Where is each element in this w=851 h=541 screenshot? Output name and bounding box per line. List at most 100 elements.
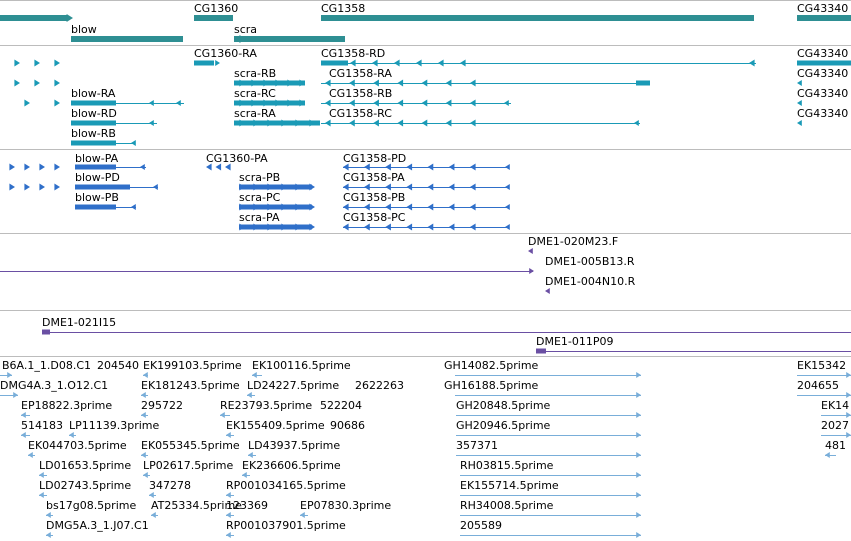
est-glyph[interactable] <box>226 512 231 518</box>
est-label[interactable]: EP18822.3prime <box>21 399 113 412</box>
protein-glyph[interactable] <box>343 223 349 231</box>
transcript-glyph[interactable] <box>234 120 320 126</box>
gene-label[interactable]: blow <box>71 23 97 36</box>
transcript-glyph[interactable] <box>470 119 476 127</box>
protein-glyph[interactable] <box>253 223 259 231</box>
est-glyph[interactable] <box>149 492 154 498</box>
transcript-label[interactable]: CG1358-RB <box>329 87 393 100</box>
protein-glyph[interactable] <box>406 163 413 171</box>
transcript-glyph[interactable] <box>438 59 444 67</box>
est-label[interactable]: DMG5A.3_1.J07.C1 <box>46 519 149 532</box>
gene-label[interactable]: CG1358 <box>321 2 366 15</box>
protein-glyph[interactable] <box>364 223 370 231</box>
gene-glyph[interactable] <box>797 15 851 21</box>
est-glyph[interactable] <box>141 412 146 418</box>
protein-glyph[interactable] <box>295 203 301 211</box>
transcript-glyph[interactable] <box>421 79 428 87</box>
gene-glyph[interactable] <box>66 14 73 22</box>
transcript-label[interactable]: CG43340 <box>797 87 849 100</box>
transcript-glyph[interactable] <box>416 59 422 67</box>
protein-glyph[interactable] <box>427 183 434 191</box>
est-glyph[interactable] <box>220 412 225 418</box>
clone-glyph[interactable] <box>545 288 550 294</box>
transcript-glyph[interactable] <box>34 79 40 87</box>
protein-glyph[interactable] <box>54 163 60 171</box>
est-label[interactable]: 205589 <box>460 519 502 532</box>
transcript-glyph[interactable] <box>253 119 259 127</box>
gene-glyph[interactable] <box>234 36 345 42</box>
est-label[interactable]: 357371 <box>456 439 498 452</box>
transcript-glyph[interactable] <box>445 99 452 107</box>
est-label[interactable]: DMG4A.3_1.O12.C1 <box>0 379 109 392</box>
transcript-glyph[interactable] <box>749 59 755 67</box>
transcript-glyph[interactable] <box>215 60 220 66</box>
transcript-glyph[interactable] <box>263 99 269 107</box>
protein-glyph[interactable] <box>206 163 212 171</box>
transcript-label[interactable]: blow-RA <box>71 87 116 100</box>
est-label[interactable]: 123369 <box>226 499 268 512</box>
est-glyph[interactable] <box>636 472 641 478</box>
est-label[interactable]: AT25334.5prime <box>151 499 242 512</box>
est-glyph[interactable] <box>21 412 26 418</box>
transcript-glyph[interactable] <box>397 119 404 127</box>
protein-glyph[interactable] <box>153 184 158 190</box>
est-label[interactable]: LD01653.5prime <box>39 459 132 472</box>
protein-glyph[interactable] <box>267 223 273 231</box>
est-glyph[interactable] <box>248 452 253 458</box>
est-label[interactable]: 295722 <box>141 399 183 412</box>
protein-glyph[interactable] <box>295 223 301 231</box>
protein-glyph[interactable] <box>267 203 273 211</box>
transcript-glyph[interactable] <box>421 99 428 107</box>
est-label[interactable]: 90686 <box>330 419 365 432</box>
protein-glyph[interactable] <box>267 183 273 191</box>
transcript-glyph[interactable] <box>373 119 379 127</box>
protein-glyph[interactable] <box>427 163 434 171</box>
est-glyph[interactable] <box>636 492 641 498</box>
transcript-glyph[interactable] <box>325 79 331 87</box>
est-glyph[interactable] <box>141 452 146 458</box>
est-label[interactable]: GH20848.5prime <box>456 399 551 412</box>
est-glyph[interactable] <box>226 492 231 498</box>
transcript-glyph[interactable] <box>275 79 281 87</box>
est-glyph[interactable] <box>13 392 18 398</box>
transcript-glyph[interactable] <box>251 99 257 107</box>
protein-label[interactable]: CG1358-PB <box>343 191 406 204</box>
clone-label[interactable]: DME1-011P09 <box>536 335 614 348</box>
est-glyph[interactable] <box>846 372 851 378</box>
est-glyph[interactable] <box>846 412 851 418</box>
transcript-glyph[interactable] <box>54 99 60 107</box>
est-label[interactable]: 2622263 <box>355 379 404 392</box>
transcript-glyph[interactable] <box>397 79 404 87</box>
est-glyph[interactable] <box>846 432 851 438</box>
protein-glyph[interactable] <box>253 203 259 211</box>
est-label[interactable]: LD02743.5prime <box>39 479 132 492</box>
est-label[interactable]: GH14082.5prime <box>444 359 539 372</box>
est-label[interactable]: RP001034165.5prime <box>226 479 346 492</box>
protein-glyph[interactable] <box>39 183 45 191</box>
transcript-label[interactable]: CG1358-RC <box>329 107 392 120</box>
transcript-glyph[interactable] <box>460 59 466 67</box>
transcript-glyph[interactable] <box>251 79 257 87</box>
protein-glyph[interactable] <box>215 163 222 171</box>
protein-glyph[interactable] <box>364 183 370 191</box>
protein-glyph[interactable] <box>295 183 301 191</box>
transcript-glyph[interactable] <box>309 119 315 127</box>
protein-glyph[interactable] <box>470 203 476 211</box>
est-label[interactable]: B6A.1_1.D08.C1 <box>2 359 92 372</box>
est-label[interactable]: EK181243.5prime <box>141 379 240 392</box>
protein-glyph[interactable] <box>406 203 413 211</box>
transcript-label[interactable]: scra-RB <box>234 67 277 80</box>
protein-glyph[interactable] <box>24 183 30 191</box>
est-label[interactable]: RP001037901.5prime <box>226 519 346 532</box>
protein-label[interactable]: scra-PC <box>239 191 281 204</box>
protein-glyph[interactable] <box>427 203 434 211</box>
est-glyph[interactable] <box>247 392 252 398</box>
protein-glyph[interactable] <box>448 203 455 211</box>
transcript-glyph[interactable] <box>445 119 452 127</box>
protein-glyph[interactable] <box>281 203 287 211</box>
protein-glyph[interactable] <box>406 183 413 191</box>
transcript-glyph[interactable] <box>239 119 245 127</box>
est-glyph[interactable] <box>636 452 641 458</box>
transcript-glyph[interactable] <box>239 99 245 107</box>
protein-glyph[interactable] <box>253 183 259 191</box>
